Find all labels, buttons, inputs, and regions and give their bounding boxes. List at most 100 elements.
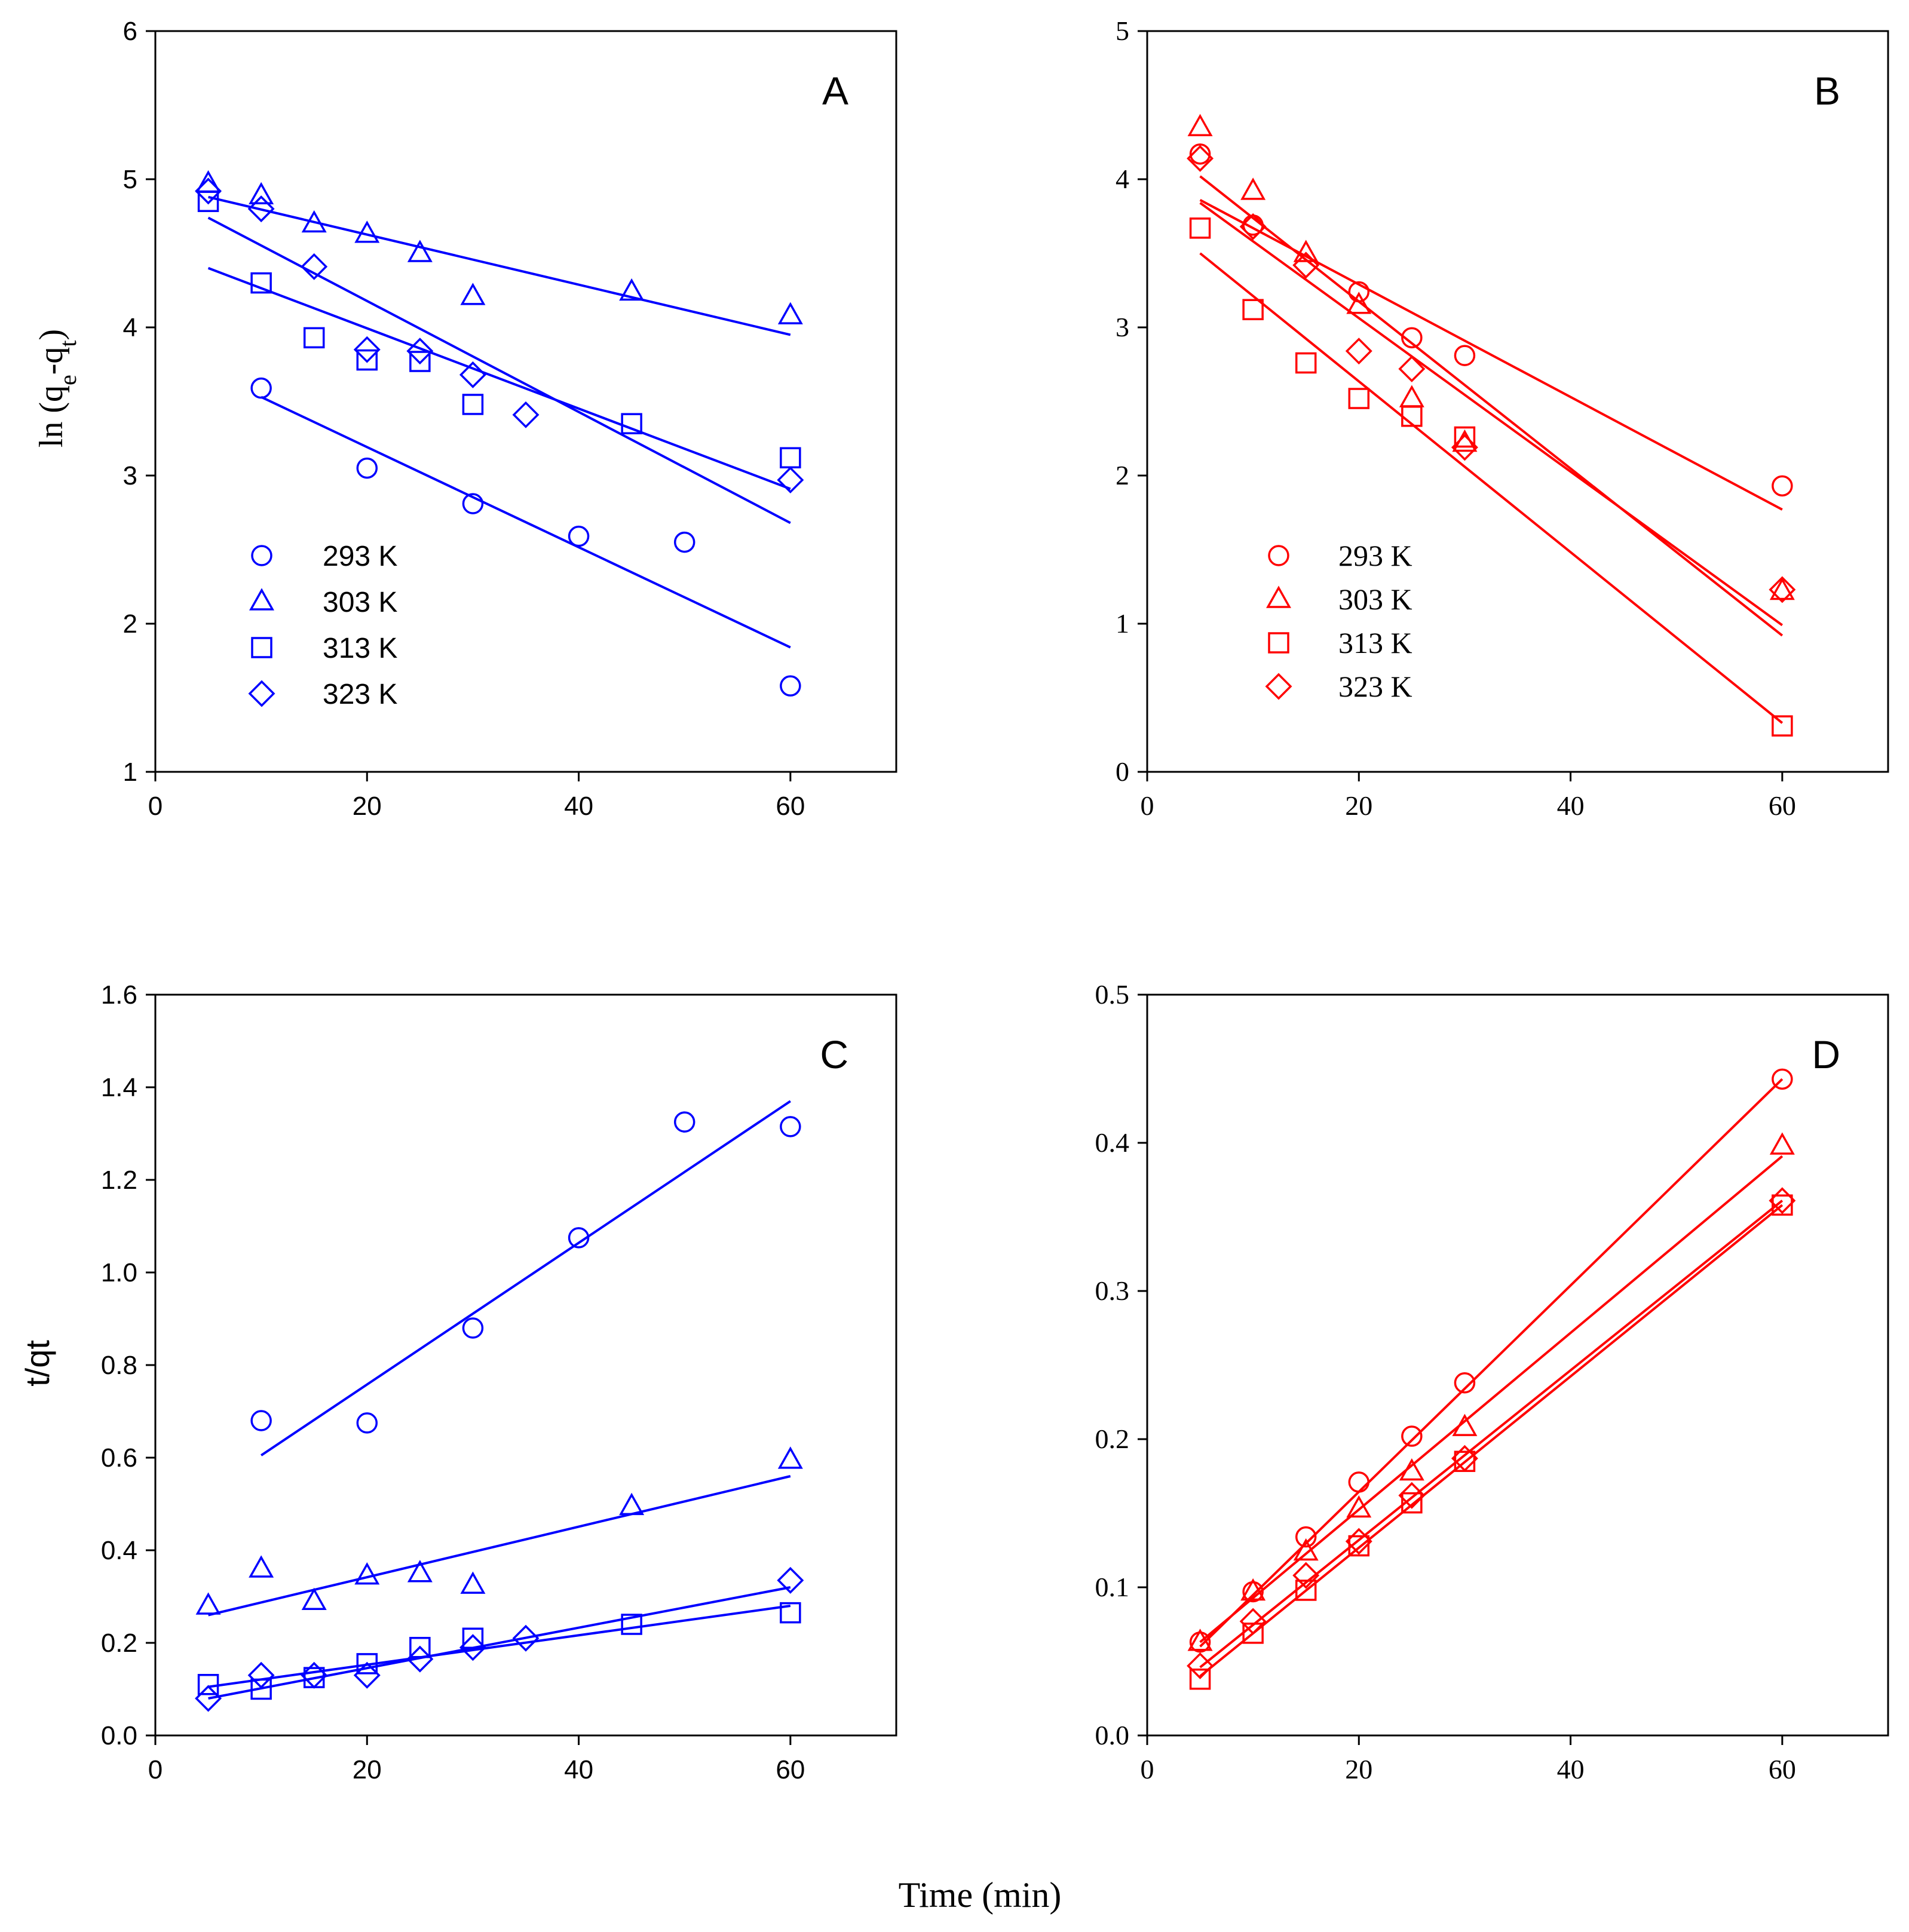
data-point-square (1295, 352, 1317, 374)
chart-panel-a: 0 20 40 60 1 2 3 4 5 6 A 293 K 303 K 313 K 323 K (123, 17, 897, 821)
x-tick-label: 60 (776, 792, 805, 821)
y-tick-label: 3 (123, 461, 137, 490)
data-point-diamond (1398, 355, 1426, 382)
data-point-square (1242, 299, 1264, 320)
data-point-triangle (1293, 240, 1319, 262)
fit-line-303k (208, 1475, 791, 1617)
data-point-circle (1348, 281, 1370, 303)
data-point-triangle (195, 1592, 221, 1615)
data-point-triangle (777, 302, 803, 324)
data-point-circle (1401, 1425, 1423, 1447)
data-point-circle (1295, 1526, 1317, 1548)
data-point-square (780, 1602, 801, 1624)
data-point-triangle (1240, 177, 1266, 200)
legend-marker-diamond (248, 680, 275, 707)
fit-line-293k (261, 1100, 791, 1456)
x-tick-label: 20 (1345, 1754, 1372, 1784)
data-point-square (462, 1627, 484, 1649)
x-tick-label: 20 (1345, 790, 1372, 821)
data-point-diamond (247, 1661, 275, 1689)
data-point-triangle (301, 210, 327, 233)
data-point-square (1189, 217, 1211, 239)
data-point-square (409, 1637, 431, 1658)
y-axis-label-a-sub2: t (54, 340, 81, 346)
data-point-diamond (1187, 145, 1214, 172)
y-tick-label: 0.4 (101, 1536, 137, 1565)
x-tick-label: 20 (353, 1755, 382, 1784)
data-point-diamond (353, 1661, 381, 1689)
data-point-diamond (1239, 213, 1267, 240)
data-point-square (1348, 1535, 1370, 1557)
x-tick-label: 40 (564, 1755, 593, 1784)
y-tick-label: 0.6 (101, 1443, 137, 1473)
legend-a: 293 K 303 K 313 K 323 K (248, 541, 397, 710)
data-point-triangle (1399, 385, 1424, 407)
x-tick-label: 40 (564, 792, 593, 821)
data-point-circle (1454, 1372, 1476, 1394)
y-tick-label: 0 (1116, 756, 1129, 787)
legend-label: 303 K (1338, 582, 1412, 616)
data-point-diamond (195, 1685, 222, 1712)
fit-line-313k (207, 266, 791, 490)
data-point-diamond (353, 336, 381, 363)
legend-label: 313 K (323, 633, 397, 664)
data-point-circle (568, 525, 590, 547)
panel-label-a: A (822, 69, 848, 113)
data-point-circle (1454, 345, 1476, 366)
y-axis-label-a-pre: ln (q (33, 385, 70, 447)
fit-line-293k (1199, 1078, 1784, 1648)
fit-line-323k (207, 216, 791, 525)
x-tick-label: 60 (1769, 790, 1796, 821)
y-tick-label: 0.2 (1095, 1424, 1130, 1454)
data-point-diamond (1345, 1528, 1372, 1555)
plot-frame-d (1146, 993, 1889, 1737)
x-axis-label: Time (min) (899, 1875, 1062, 1915)
data-point-circle (568, 1227, 590, 1249)
x-tick-label: 40 (1557, 790, 1585, 821)
legend-marker-triangle (1266, 585, 1291, 608)
data-point-circle (673, 531, 695, 553)
data-point-circle (1401, 327, 1423, 349)
fit-line-303k (1199, 175, 1784, 637)
legend-label: 323 K (1338, 670, 1412, 703)
x-tick-label: 0 (1141, 1754, 1154, 1784)
data-point-triangle (249, 182, 274, 205)
data-point-square (356, 349, 378, 371)
legend-marker-circle (1268, 545, 1289, 566)
x-tick-label: 40 (1557, 1754, 1585, 1784)
data-point-triangle (1293, 1538, 1319, 1561)
data-point-triangle (1187, 1629, 1213, 1651)
data-point-triangle (407, 1560, 433, 1583)
data-point-circle (356, 1412, 378, 1434)
fit-line-303k (208, 195, 791, 336)
data-point-triangle (1240, 1578, 1266, 1601)
data-point-diamond (777, 466, 804, 493)
data-point-diamond (195, 177, 222, 205)
fit-line-313k (1199, 252, 1784, 724)
y-tick-label: 0.4 (1095, 1127, 1130, 1158)
y-axis-label-a-post: ) (33, 329, 70, 341)
legend-marker-diamond (1265, 673, 1292, 700)
data-point-square (780, 447, 801, 468)
legend-b: 293 K 303 K 313 K 323 K (1265, 539, 1412, 703)
y-tick-label: 0.8 (101, 1351, 137, 1380)
y-tick-label: 0.3 (1095, 1275, 1130, 1306)
y-tick-label: 6 (123, 17, 137, 46)
data-point-diamond (1769, 576, 1796, 603)
fit-line-313k (208, 1605, 791, 1688)
y-tick-label: 1 (123, 758, 137, 787)
data-point-square (1242, 1623, 1264, 1644)
data-point-diamond (1292, 1562, 1320, 1589)
data-point-diamond (406, 338, 434, 365)
data-point-circle (356, 457, 378, 479)
data-point-diamond (1398, 1482, 1426, 1509)
fit-line-323k (1199, 202, 1784, 627)
y-tick-label: 4 (1116, 164, 1129, 194)
data-point-diamond (459, 1634, 486, 1661)
data-point-triangle (1399, 1458, 1424, 1481)
data-point-circle (250, 1410, 272, 1431)
y-tick-label: 1.4 (101, 1073, 137, 1102)
y-axis-label-a: ln (qe-qt) (33, 329, 81, 447)
data-point-circle (780, 1116, 801, 1137)
